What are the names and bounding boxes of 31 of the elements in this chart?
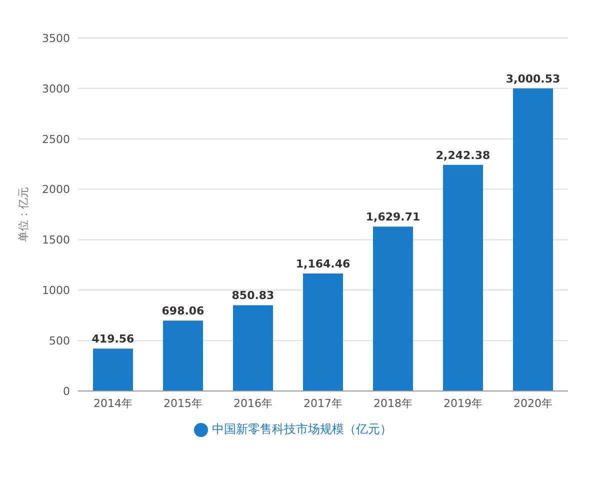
y-tick-label: 2000 bbox=[42, 183, 70, 196]
x-tick-label: 2015年 bbox=[164, 396, 202, 410]
x-tick-label: 2020年 bbox=[514, 396, 552, 410]
data-label: 850.83 bbox=[232, 289, 274, 302]
y-tick-label: 1000 bbox=[42, 284, 70, 298]
x-tick-label: 2019年 bbox=[444, 396, 482, 410]
bar bbox=[443, 164, 483, 391]
bar bbox=[513, 88, 553, 391]
bar bbox=[93, 348, 133, 391]
x-tick-label: 2017年 bbox=[304, 396, 342, 410]
y-tick-label: 500 bbox=[49, 334, 70, 348]
x-tick-label: 2016年 bbox=[234, 396, 272, 410]
y-axis-title: 单位：亿元 bbox=[16, 187, 30, 242]
bar bbox=[233, 305, 273, 391]
data-label: 1,629.71 bbox=[366, 210, 420, 224]
data-label: 698.06 bbox=[162, 304, 205, 318]
x-tick-label: 2014年 bbox=[94, 396, 132, 410]
data-label: 3,000.53 bbox=[506, 72, 560, 86]
data-label: 1,164.46 bbox=[296, 258, 350, 271]
data-label: 419.56 bbox=[92, 332, 135, 346]
y-tick-label: 3500 bbox=[42, 32, 70, 45]
y-tick-label: 0 bbox=[63, 384, 70, 398]
bar bbox=[163, 320, 203, 391]
legend-label: 中国新零售科技市场规模（亿元） bbox=[212, 422, 392, 436]
y-tick-label: 2500 bbox=[42, 132, 70, 146]
bar bbox=[373, 226, 413, 391]
bar bbox=[303, 274, 343, 391]
y-tick-label: 3000 bbox=[42, 82, 70, 96]
data-label: 2,242.38 bbox=[436, 148, 490, 162]
x-tick-label: 2018年 bbox=[374, 396, 412, 410]
y-tick-label: 1500 bbox=[42, 234, 70, 247]
